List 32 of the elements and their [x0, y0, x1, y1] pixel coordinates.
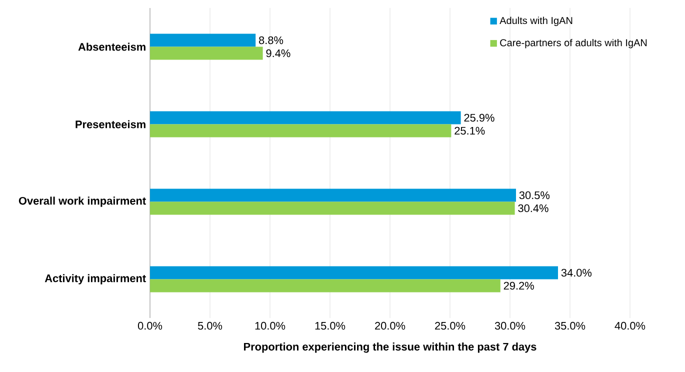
data-label: 25.9%: [464, 114, 494, 122]
x-tick-label: 30.0%: [494, 322, 526, 330]
data-label: 9.4%: [266, 49, 290, 58]
x-tick-label: 40.0%: [614, 322, 646, 330]
data-label: 29.2%: [504, 282, 534, 290]
x-tick-label: 5.0%: [198, 322, 222, 330]
data-label: 34.0%: [561, 268, 592, 277]
data-label: 30.5%: [519, 191, 550, 200]
bar: [150, 188, 516, 202]
bar: [150, 34, 256, 47]
x-tick-label: 0.0%: [138, 322, 162, 330]
x-tick-label: 10.0%: [255, 322, 286, 330]
x-tick-label: 15.0%: [315, 322, 346, 330]
y-tick-label: Overall work impairment: [18, 196, 146, 207]
data-label: 25.1%: [454, 126, 485, 135]
bar: [150, 279, 500, 292]
data-label: 30.4%: [518, 204, 548, 212]
x-tick-label: 20.0%: [375, 322, 406, 330]
data-label: 8.8%: [259, 36, 284, 44]
y-tick-label: Activity impairment: [44, 274, 146, 284]
y-tick-label: Absenteeism: [78, 42, 146, 51]
bar: [150, 202, 515, 215]
bar: [150, 124, 452, 138]
x-tick-label: 25.0%: [435, 322, 466, 330]
bar: [150, 266, 558, 280]
x-axis-title: Proportion experiencing the issue within the past 7 days: [244, 342, 536, 353]
y-tick-label: Presenteeism: [76, 120, 146, 128]
legend-label: Care-partners of adults with IgAN: [500, 38, 647, 48]
bar: [150, 111, 461, 124]
x-tick-label: 35.0%: [554, 322, 586, 330]
legend-label: Adults with IgAN: [500, 16, 572, 26]
bar: [150, 46, 263, 60]
